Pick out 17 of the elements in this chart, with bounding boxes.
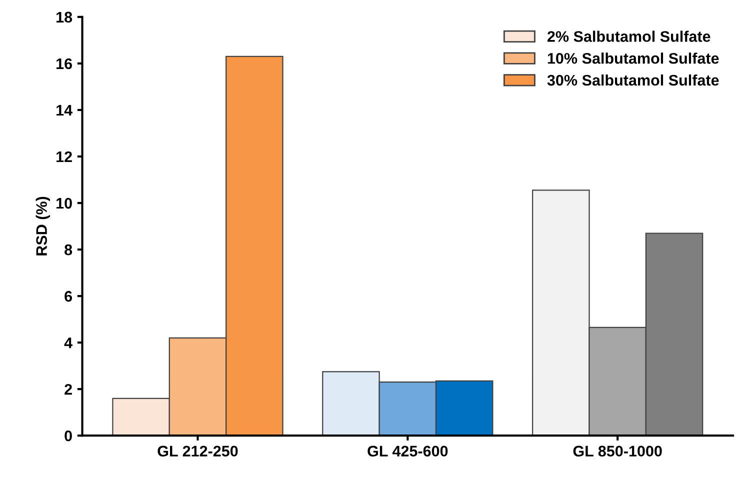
y-tick-label: 0 bbox=[64, 430, 72, 442]
y-tick-label: 16 bbox=[56, 58, 72, 70]
y-tick-label: 14 bbox=[56, 105, 72, 116]
x-tick-label: GL 425-600 bbox=[368, 446, 448, 457]
y-tick-label: 18 bbox=[56, 12, 72, 23]
legend-label: 2% Salbutamol Sulfate bbox=[547, 30, 710, 42]
y-tick-label: 2 bbox=[64, 384, 72, 395]
y-tick-label: 12 bbox=[56, 151, 72, 162]
legend-label: 10% Salbutamol Sulfate bbox=[548, 52, 719, 64]
y-tick-label: 4 bbox=[64, 338, 72, 348]
y-tick-label: 6 bbox=[64, 290, 72, 302]
y-tick-label: 10 bbox=[56, 198, 72, 209]
legend-label: 30% Salbutamol Sulfate bbox=[547, 74, 719, 86]
y-tick-label: 8 bbox=[64, 244, 72, 256]
x-tick-label: GL 850-1000 bbox=[573, 446, 662, 457]
x-tick-label: GL 212-250 bbox=[158, 446, 238, 457]
y-axis-title: RSD (%) bbox=[36, 196, 50, 256]
